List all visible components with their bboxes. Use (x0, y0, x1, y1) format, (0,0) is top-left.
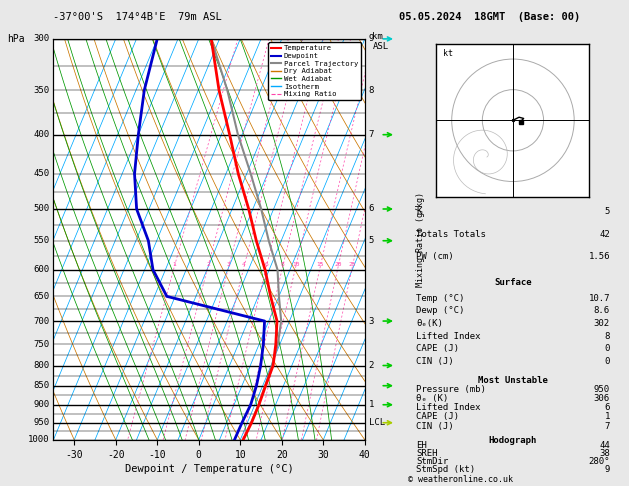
Text: 8.6: 8.6 (594, 306, 610, 315)
Text: Lifted Index: Lifted Index (416, 331, 481, 341)
Text: 850: 850 (33, 381, 50, 390)
Text: 280°: 280° (588, 457, 610, 466)
Text: 0: 0 (604, 344, 610, 353)
Text: 600: 600 (33, 265, 50, 274)
Text: 1000: 1000 (28, 435, 50, 444)
Text: 4: 4 (242, 262, 246, 267)
Text: CAPE (J): CAPE (J) (416, 412, 459, 421)
Text: km
ASL: km ASL (372, 32, 389, 51)
Text: 400: 400 (33, 130, 50, 139)
Text: 300: 300 (33, 35, 50, 43)
Text: 3: 3 (227, 262, 230, 267)
Text: Dewp (°C): Dewp (°C) (416, 306, 464, 315)
X-axis label: Dewpoint / Temperature (°C): Dewpoint / Temperature (°C) (125, 464, 294, 474)
Text: 5: 5 (369, 236, 374, 245)
Text: SREH: SREH (416, 449, 438, 458)
Text: © weatheronline.co.uk: © weatheronline.co.uk (408, 474, 513, 484)
Text: 1.56: 1.56 (588, 252, 610, 260)
Text: Totals Totals: Totals Totals (416, 229, 486, 239)
Text: hPa: hPa (8, 34, 25, 44)
Text: 10.7: 10.7 (588, 294, 610, 303)
Text: -37°00'S  174°4B'E  79m ASL: -37°00'S 174°4B'E 79m ASL (53, 12, 222, 22)
Text: 6: 6 (369, 205, 374, 213)
Text: 3: 3 (369, 316, 374, 326)
Text: 38: 38 (599, 449, 610, 458)
Text: 0: 0 (604, 357, 610, 366)
Text: Lifted Index: Lifted Index (416, 403, 481, 412)
Text: Mixing Ratio (g/kg): Mixing Ratio (g/kg) (416, 192, 425, 287)
Text: 306: 306 (594, 394, 610, 403)
Text: PW (cm): PW (cm) (416, 252, 454, 260)
Text: 2: 2 (369, 361, 374, 370)
Text: 550: 550 (33, 236, 50, 245)
Text: EH: EH (416, 441, 426, 450)
Text: CIN (J): CIN (J) (416, 421, 454, 431)
Text: 9: 9 (369, 35, 374, 43)
Text: LCL: LCL (369, 418, 385, 427)
Text: 500: 500 (33, 205, 50, 213)
Text: 42: 42 (599, 229, 610, 239)
Text: 1: 1 (369, 400, 374, 409)
Text: 1: 1 (604, 412, 610, 421)
Text: 15: 15 (316, 262, 324, 267)
Text: 900: 900 (33, 400, 50, 409)
Text: 950: 950 (33, 418, 50, 427)
Text: θₑ (K): θₑ (K) (416, 394, 448, 403)
Text: StmDir: StmDir (416, 457, 448, 466)
Text: 800: 800 (33, 361, 50, 370)
Text: 5: 5 (604, 208, 610, 216)
Text: 450: 450 (33, 170, 50, 178)
Text: 10: 10 (292, 262, 299, 267)
Text: 6: 6 (604, 403, 610, 412)
Text: θₑ(K): θₑ(K) (416, 319, 443, 328)
Text: CIN (J): CIN (J) (416, 357, 454, 366)
Text: 350: 350 (33, 86, 50, 95)
Text: 44: 44 (599, 441, 610, 450)
Text: 650: 650 (33, 292, 50, 301)
Legend: Temperature, Dewpoint, Parcel Trajectory, Dry Adiabat, Wet Adiabat, Isotherm, Mi: Temperature, Dewpoint, Parcel Trajectory… (268, 42, 361, 100)
Text: StmSpd (kt): StmSpd (kt) (416, 465, 475, 474)
Text: 8: 8 (281, 262, 284, 267)
Text: 700: 700 (33, 316, 50, 326)
Text: Pressure (mb): Pressure (mb) (416, 384, 486, 394)
Text: Most Unstable: Most Unstable (478, 376, 548, 385)
Text: Surface: Surface (494, 278, 532, 287)
Text: 20: 20 (335, 262, 342, 267)
Text: 6: 6 (264, 262, 268, 267)
Text: 302: 302 (594, 319, 610, 328)
Text: CAPE (J): CAPE (J) (416, 344, 459, 353)
Text: 1: 1 (172, 262, 176, 267)
Text: 7: 7 (369, 130, 374, 139)
Text: 7: 7 (604, 421, 610, 431)
Text: 8: 8 (604, 331, 610, 341)
Text: 8: 8 (369, 86, 374, 95)
Text: 05.05.2024  18GMT  (Base: 00): 05.05.2024 18GMT (Base: 00) (399, 12, 581, 22)
Text: 25: 25 (348, 262, 356, 267)
Text: 750: 750 (33, 340, 50, 348)
Text: Hodograph: Hodograph (489, 436, 537, 445)
Text: K: K (416, 208, 421, 216)
Text: kt: kt (443, 49, 452, 58)
Text: 2: 2 (206, 262, 209, 267)
Text: Temp (°C): Temp (°C) (416, 294, 464, 303)
Text: 950: 950 (594, 384, 610, 394)
Text: 9: 9 (604, 465, 610, 474)
